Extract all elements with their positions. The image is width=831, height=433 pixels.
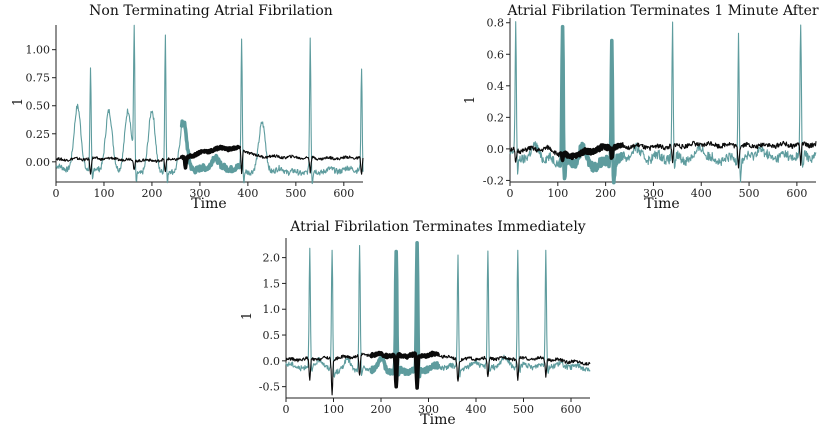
x-tick-label: 600 — [561, 403, 582, 416]
y-tick-label: 0.75 — [26, 72, 51, 85]
y-tick-label: 0.8 — [487, 17, 505, 30]
y-tick-label: -0.2 — [483, 174, 504, 187]
x-tick-label: 400 — [466, 403, 487, 416]
x-tick-label: 100 — [323, 403, 344, 416]
series-highlight-ecg-black — [558, 142, 625, 163]
x-tick-label: 100 — [547, 187, 568, 200]
x-tick-label: 100 — [93, 187, 114, 200]
panel-non-terminating: Non Terminating Atrial Fibrilation 1 Tim… — [11, 3, 364, 212]
chart-title: Atrial Fibrilation Terminates Immediatel… — [289, 219, 586, 235]
y-tick-label: 0.0 — [263, 355, 281, 368]
x-tick-label: 0 — [507, 187, 514, 200]
x-axis-label: Time — [420, 412, 455, 428]
x-tick-label: 600 — [333, 187, 354, 200]
y-axis-label: 1 — [240, 312, 255, 320]
y-tick-label: 0.2 — [487, 111, 505, 124]
y-tick-label: 0.0 — [487, 143, 505, 156]
y-axis-label: 1 — [463, 96, 478, 104]
series-highlight-ecg-teal — [369, 241, 440, 379]
x-tick-label: 300 — [643, 187, 664, 200]
y-tick-label: 1.5 — [263, 277, 281, 290]
x-tick-label: 200 — [141, 187, 162, 200]
x-tick-label: 500 — [513, 403, 534, 416]
x-tick-label: 200 — [595, 187, 616, 200]
y-tick-label: 0.50 — [26, 100, 51, 113]
x-tick-label: 0 — [53, 187, 60, 200]
series-line-ecg-teal — [509, 21, 817, 184]
y-tick-label: 0.6 — [487, 48, 505, 61]
x-tick-label: 200 — [371, 403, 392, 416]
x-axis-label: Time — [644, 196, 679, 212]
y-tick-label: 0.5 — [263, 329, 281, 342]
panel-terminates-1-minute: Atrial Fibrilation Terminates 1 Minute A… — [463, 3, 819, 212]
y-axis-label: 1 — [11, 98, 26, 106]
series-line-ecg-teal — [285, 242, 591, 378]
chart-title: Non Terminating Atrial Fibrilation — [89, 3, 333, 19]
x-tick-label: 300 — [418, 403, 439, 416]
x-tick-label: 300 — [189, 187, 210, 200]
x-tick-label: 400 — [237, 187, 258, 200]
x-tick-label: 500 — [739, 187, 760, 200]
y-tick-label: -0.5 — [259, 381, 280, 394]
x-tick-label: 0 — [283, 403, 290, 416]
series-highlight-ecg-teal — [179, 119, 241, 175]
x-tick-label: 500 — [285, 187, 306, 200]
y-tick-label: 0.4 — [487, 80, 505, 93]
y-tick-label: 0.25 — [26, 128, 51, 141]
y-tick-label: 1.00 — [26, 44, 51, 57]
series-highlight-ecg-black — [179, 144, 241, 170]
x-axis-label: Time — [191, 196, 226, 212]
series-highlight-ecg-black — [369, 350, 440, 390]
chart-title: Atrial Fibrilation Terminates 1 Minute A… — [506, 3, 818, 19]
y-tick-label: 0.00 — [26, 156, 51, 169]
panel-terminates-immediately: Atrial Fibrilation Terminates Immediatel… — [240, 219, 591, 428]
y-tick-label: 2.0 — [263, 252, 281, 265]
y-tick-label: 1.0 — [263, 303, 281, 316]
x-tick-label: 600 — [786, 187, 807, 200]
series-highlight-ecg-teal — [558, 24, 625, 185]
x-tick-label: 400 — [691, 187, 712, 200]
